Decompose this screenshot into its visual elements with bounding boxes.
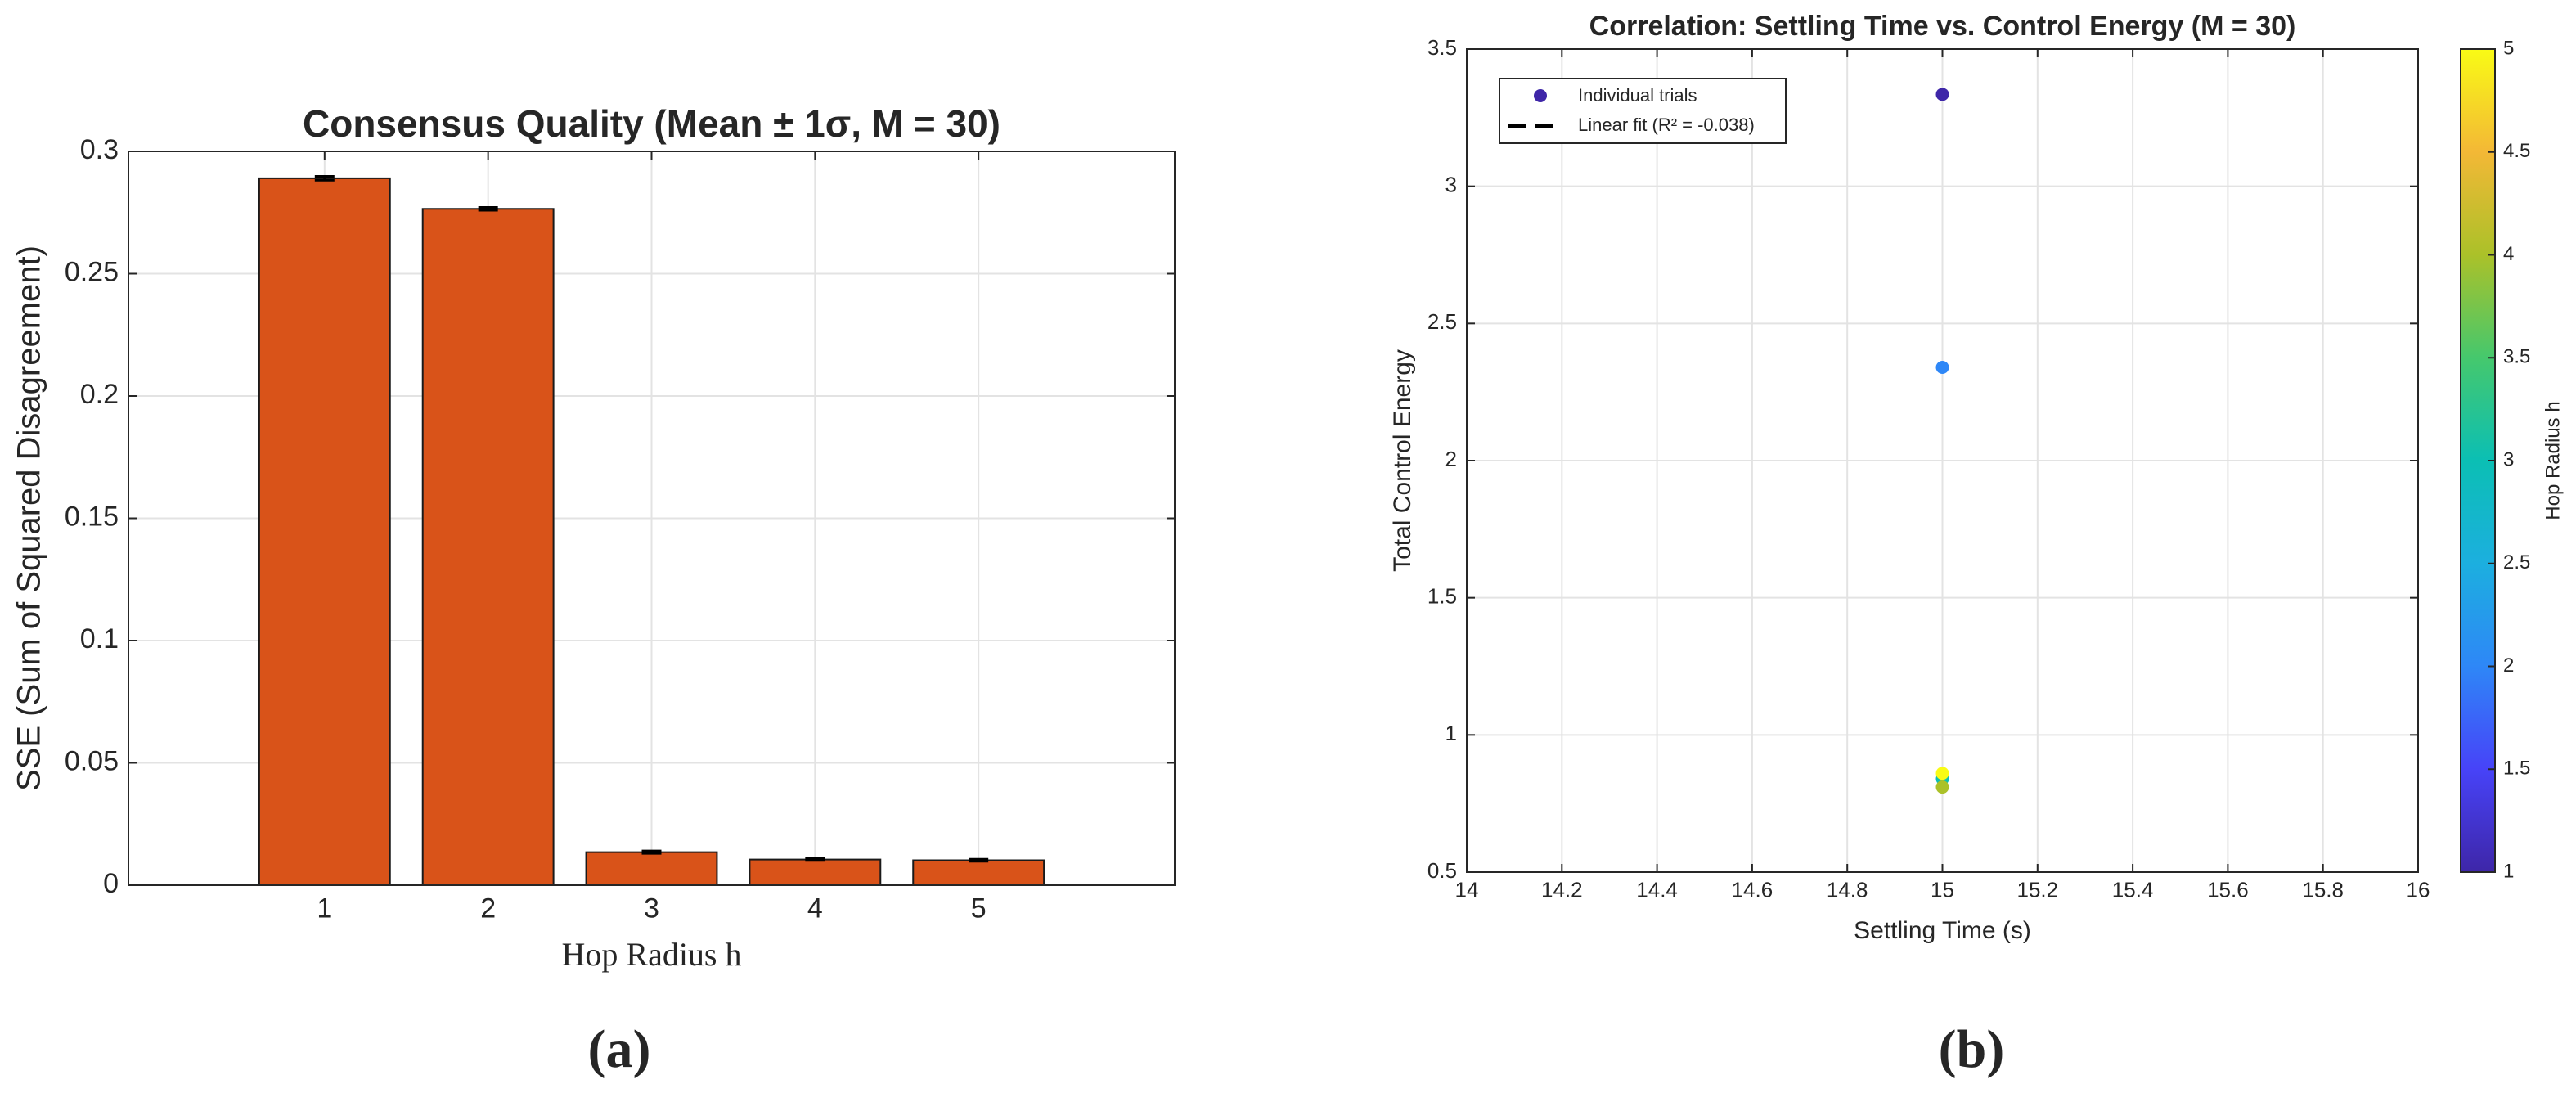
y-tick-label: 0.15 [65, 501, 119, 532]
bar [258, 177, 391, 886]
x-tick-label: 5 [971, 893, 987, 924]
colorbar-tick-label: 3 [2503, 448, 2514, 470]
legend-label: Linear fit (R² = -0.038) [1578, 115, 1755, 135]
y-tick-label: 2.5 [1427, 309, 1457, 334]
x-tick-label: 15.2 [2016, 877, 2058, 902]
x-tick-label: 14.8 [1827, 877, 1868, 902]
y-tick-label: 0.2 [80, 379, 119, 410]
x-tick-label: 15.4 [2112, 877, 2154, 902]
x-axis-label: Hop Radius h [562, 936, 742, 973]
x-tick-label: 2 [480, 893, 496, 924]
x-tick-label: 14.6 [1732, 877, 1774, 902]
y-tick-label: 1 [1445, 721, 1457, 745]
axes-box [128, 151, 1176, 886]
x-tick-label: 14.2 [1541, 877, 1583, 902]
y-tick-label: 0.25 [65, 256, 119, 287]
colorbar-label: Hop Radius h [2542, 401, 2564, 520]
legend-marker [1534, 89, 1547, 102]
y-tick-label: 0.5 [1427, 858, 1457, 883]
x-tick-label: 14 [1455, 877, 1479, 902]
x-tick-label: 15.8 [2302, 877, 2344, 902]
bar [912, 859, 1045, 886]
panel-label: (b) [1939, 1019, 2005, 1079]
bar [585, 851, 718, 887]
colorbar-tick-label: 1 [2503, 860, 2514, 882]
x-axis-label: Settling Time (s) [1854, 917, 2031, 944]
scatter-point [1935, 360, 1949, 374]
scatter-point [1935, 767, 1949, 780]
panel-label: (a) [588, 1019, 651, 1079]
colorbar-tick-label: 2.5 [2503, 551, 2530, 573]
colorbar-tick-label: 5 [2503, 37, 2514, 59]
colorbar-tick-label: 3.5 [2503, 346, 2530, 368]
y-tick-label: 0.05 [65, 745, 119, 776]
legend-label: Individual trials [1578, 85, 1697, 106]
y-tick-label: 1.5 [1427, 584, 1457, 609]
x-tick-label: 3 [644, 893, 659, 924]
bar [421, 208, 555, 886]
chart-title: Consensus Quality (Mean ± 1σ, M = 30) [303, 102, 1000, 145]
scatter-point [1935, 780, 1949, 794]
colorbar-tick-label: 1.5 [2503, 758, 2530, 780]
y-tick-label: 0.3 [80, 134, 119, 165]
x-tick-label: 4 [807, 893, 823, 924]
y-tick-label: 0.1 [80, 623, 119, 654]
y-tick-label: 2 [1445, 447, 1457, 471]
x-tick-label: 1 [317, 893, 332, 924]
scatter-point [1935, 88, 1949, 101]
y-tick-label: 0 [103, 868, 119, 899]
bar [749, 858, 882, 886]
y-axis-label: Total Control Energy [1389, 349, 1416, 572]
chart-title: Correlation: Settling Time vs. Control E… [1589, 11, 2296, 42]
legend-box [1499, 78, 1787, 144]
x-tick-label: 14.4 [1636, 877, 1678, 902]
y-tick-label: 3.5 [1427, 35, 1457, 60]
x-tick-label: 15.6 [2207, 877, 2249, 902]
x-tick-label: 15 [1931, 877, 1954, 902]
y-tick-label: 3 [1445, 173, 1457, 197]
axes-box [1466, 48, 2419, 873]
x-tick-label: 16 [2407, 877, 2430, 902]
colorbar-tick-label: 4.5 [2503, 140, 2530, 162]
y-axis-label: SSE (Sum of Squared Disagreement) [11, 245, 47, 791]
colorbar-tick-label: 2 [2503, 654, 2514, 677]
colorbar-tick-label: 4 [2503, 243, 2514, 265]
